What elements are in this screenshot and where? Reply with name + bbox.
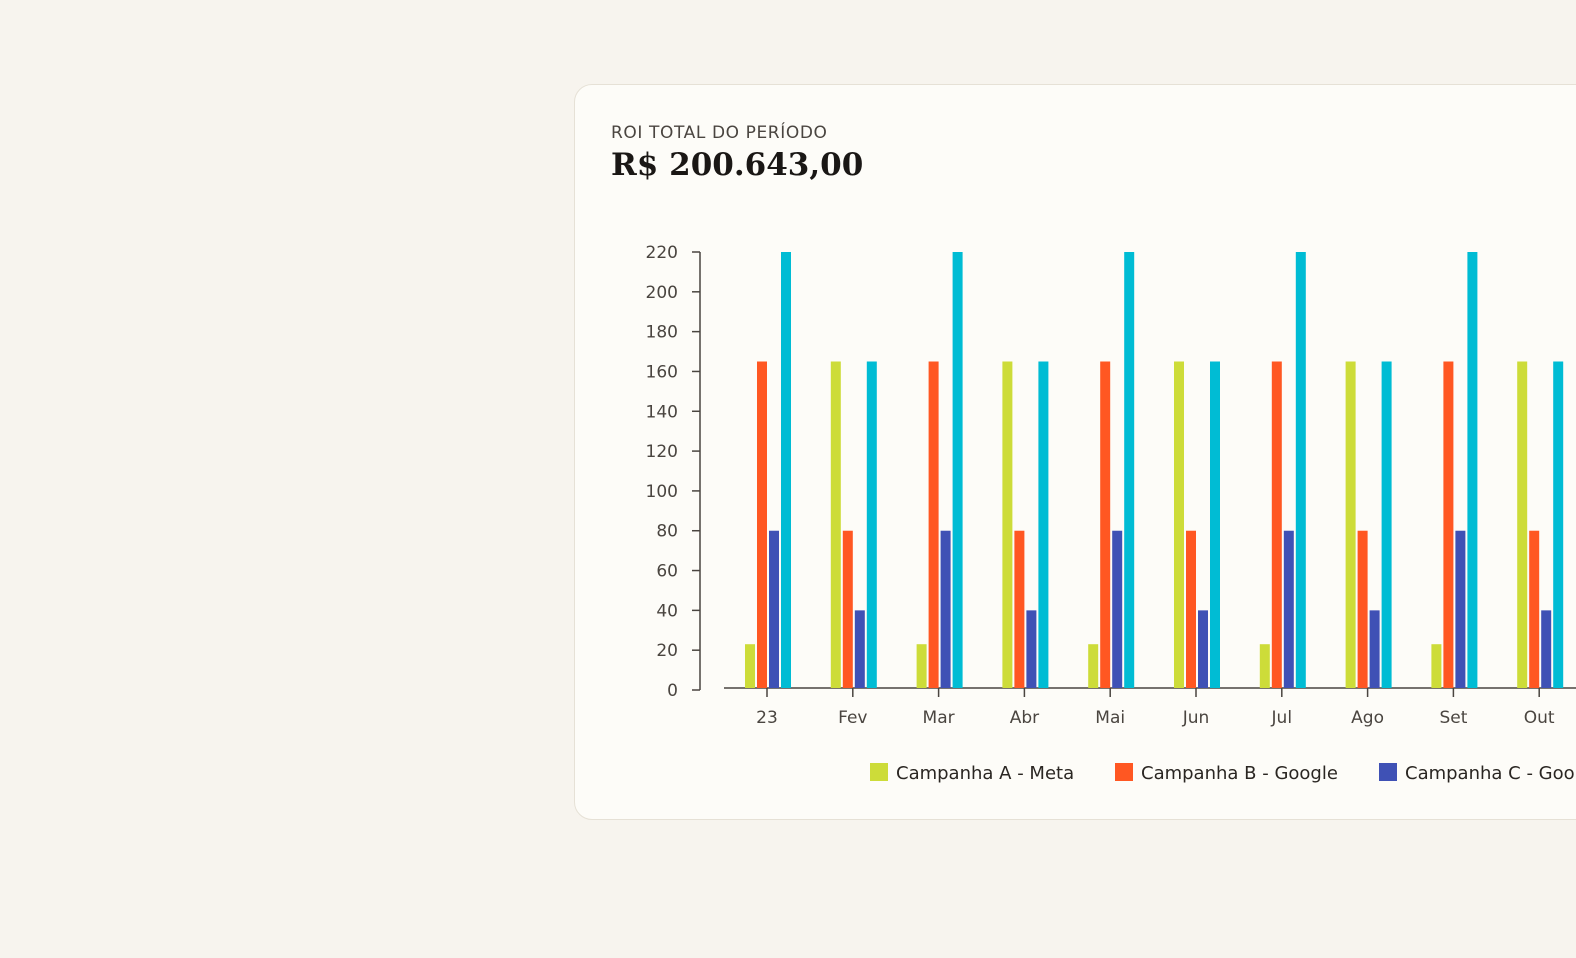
y-tick-label: 60	[656, 562, 678, 582]
bar-series-4-Jul	[1295, 252, 1306, 688]
bar-series-3-Jul	[1283, 530, 1294, 688]
bar-series-4-Mai	[1124, 252, 1135, 688]
x-tick-label: Jun	[1182, 708, 1210, 728]
x-tick-label: Mar	[923, 708, 955, 728]
bar-series-1-Jun	[1174, 361, 1184, 688]
legend-label: Campanha C - Goo	[1405, 763, 1575, 784]
y-tick-label: 0	[667, 681, 678, 701]
legend-swatch	[870, 763, 888, 781]
bar-series-2-23	[757, 361, 767, 688]
bar-series-3-Out	[1541, 610, 1552, 688]
x-tick-label: Ago	[1351, 708, 1384, 728]
y-tick-label: 160	[646, 362, 678, 382]
roi-card	[574, 84, 1576, 820]
y-tick-label: 80	[656, 522, 678, 542]
bar-series-2-Set	[1443, 361, 1454, 688]
bar-series-4-Mar	[952, 252, 963, 688]
legend-label: Campanha A - Meta	[896, 763, 1074, 784]
x-tick-label: Out	[1524, 708, 1555, 728]
bar-series-4-Out	[1553, 361, 1564, 688]
x-tick-label: Fev	[838, 708, 867, 728]
bar-series-3-Mai	[1112, 530, 1123, 688]
bar-series-1-Mar	[916, 644, 927, 688]
bar-series-2-Ago	[1357, 530, 1368, 688]
legend-label: Campanha B - Google	[1141, 763, 1338, 784]
x-tick-label: 23	[756, 708, 778, 728]
bar-series-1-Ago	[1345, 361, 1356, 688]
bar-series-3-23	[769, 530, 779, 688]
y-tick-label: 120	[646, 442, 678, 462]
bar-series-2-Out	[1529, 530, 1540, 688]
bar-series-4-Fev	[866, 361, 877, 688]
bar-series-1-Abr	[1002, 361, 1013, 688]
bar-series-3-Set	[1455, 530, 1466, 688]
x-tick-label: Abr	[1010, 708, 1039, 728]
bar-series-1-Jul	[1259, 644, 1270, 688]
bar-series-3-Fev	[854, 610, 865, 688]
bar-series-3-Mar	[940, 530, 951, 688]
legend-swatch	[1379, 763, 1397, 781]
bar-series-2-Mai	[1100, 361, 1111, 688]
y-tick-label: 220	[646, 243, 678, 263]
bar-series-4-Ago	[1381, 361, 1392, 688]
y-tick-label: 140	[646, 402, 678, 422]
bar-series-1-Fev	[830, 361, 841, 688]
bar-series-2-Jun	[1186, 530, 1196, 688]
kpi-label: ROI TOTAL DO PERÍODO	[611, 123, 828, 143]
bar-series-4-23	[781, 252, 791, 688]
kpi-value: R$ 200.643,00	[611, 147, 864, 183]
bar-series-2-Fev	[842, 530, 853, 688]
bar-series-2-Mar	[928, 361, 939, 688]
legend-swatch	[1115, 763, 1133, 781]
bar-series-3-Jun	[1198, 610, 1208, 688]
bar-series-1-Set	[1431, 644, 1442, 688]
x-tick-label: Mai	[1095, 708, 1125, 728]
bar-series-1-Mai	[1088, 644, 1099, 688]
x-tick-label: Jul	[1271, 708, 1293, 728]
bar-series-4-Abr	[1038, 361, 1049, 688]
x-tick-label: Set	[1439, 708, 1467, 728]
y-tick-label: 40	[656, 601, 678, 621]
bar-series-1-Out	[1517, 361, 1528, 688]
y-tick-label: 100	[646, 482, 678, 502]
bar-series-2-Abr	[1014, 530, 1025, 688]
bar-series-3-Ago	[1369, 610, 1380, 688]
y-tick-label: 20	[656, 641, 678, 661]
y-tick-label: 180	[646, 323, 678, 343]
bar-series-4-Set	[1467, 252, 1478, 688]
bar-series-4-Jun	[1210, 361, 1220, 688]
bar-series-2-Jul	[1271, 361, 1282, 688]
y-tick-label: 200	[646, 283, 678, 303]
bar-series-3-Abr	[1026, 610, 1037, 688]
bar-series-1-23	[745, 644, 755, 688]
